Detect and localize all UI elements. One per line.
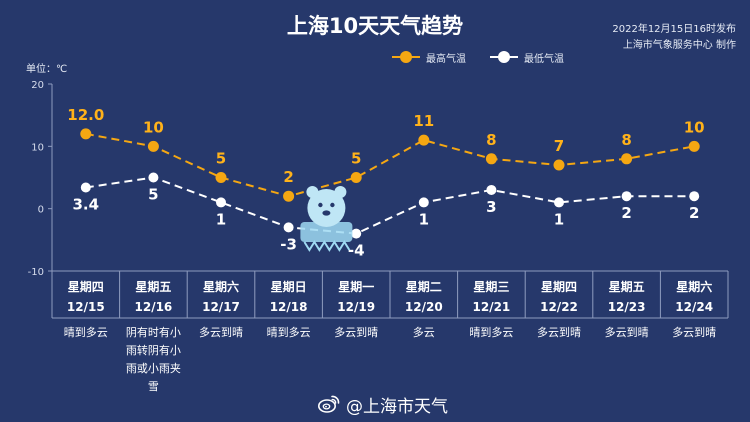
category-weather: 多云到晴 [672,325,716,339]
high-temp-point [283,190,295,202]
category-weekday: 星期二 [406,279,442,294]
category-date: 12/18 [270,300,308,314]
low-temp-point [486,184,497,195]
category-date: 12/19 [337,300,375,314]
category-weather: 晴到多云 [64,325,108,339]
weibo-icon [318,395,340,413]
low-temp-point [283,222,294,233]
ice-mascot-illustration [300,186,353,252]
low-temp-label: 2 [689,204,699,222]
category-weather: 晴到多云 [469,325,513,339]
low-temp-label: 1 [216,210,226,228]
category-weather: 雨或小雨夹 [126,362,181,375]
legend-swatch-high [392,51,420,63]
category-weekday: 星期五 [609,279,645,294]
high-temp-point [485,153,497,165]
publish-time: 2022年12月15日16时发布 [612,24,736,35]
legend-item-low: 最低气温 [490,50,564,65]
high-temp-label: 7 [554,137,564,155]
category-weekday: 星期日 [271,279,307,294]
legend-label-low: 最低气温 [524,53,564,65]
category-date: 12/22 [540,300,578,314]
low-temp-label: -4 [348,242,365,260]
low-temp-point [621,191,632,202]
y-tick-label: 20 [31,80,44,91]
low-temp-label: 3.4 [73,195,100,213]
publish-info: 2022年12月15日16时发布 上海市气象服务中心 制作 [536,22,736,54]
category-weekday: 星期六 [676,279,712,294]
high-temp-label: 10 [684,118,705,136]
category-weekday: 星期四 [68,279,104,294]
low-temp-point [418,197,429,208]
category-weather: 多云 [413,325,435,339]
y-tick-label: -10 [28,267,44,278]
legend-swatch-low [490,51,518,63]
category-date: 12/17 [202,300,240,314]
low-temp-label: 3 [486,198,496,216]
category-weekday: 星期一 [338,279,374,294]
y-tick-label: 0 [38,205,44,216]
high-temp-point [553,159,565,171]
high-temp-label: 2 [283,168,293,186]
high-temp-point [350,172,362,183]
category-weekday: 星期五 [135,279,171,294]
category-weather: 晴到多云 [267,325,311,339]
high-temp-label: 8 [621,131,631,149]
low-temp-line [85,176,695,235]
category-date: 12/21 [473,300,511,314]
low-temp-point [554,197,564,208]
low-temp-label: -3 [280,235,297,253]
category-weather: 多云到晴 [334,325,378,339]
category-weather: 阴有时有小 [126,325,181,339]
watermark: @上海市天气 [318,392,448,417]
low-temp-label: 1 [554,210,564,228]
high-temp-point [688,140,700,152]
category-date: 12/15 [67,300,105,314]
category-weather: 多云到晴 [537,325,581,339]
category-date: 12/23 [608,300,646,314]
high-temp-point [418,134,430,146]
high-temp-point [621,153,633,165]
high-temp-label: 10 [143,118,164,136]
low-temp-label: 2 [621,204,631,222]
category-weather: 雪 [148,380,159,393]
category-weekday: 星期四 [541,279,577,294]
low-temp-point [148,172,159,183]
chart-legend: 最高气温 最低气温 [392,48,588,66]
high-temp-point [80,128,92,140]
low-temp-point [216,197,226,208]
high-temp-line [85,132,695,198]
category-weather: 多云到晴 [605,325,649,339]
watermark-text: @上海市天气 [346,396,448,417]
legend-label-high: 最高气温 [426,53,466,65]
high-temp-label: 5 [216,150,226,168]
category-date: 12/20 [405,300,443,314]
publisher: 上海市气象服务中心 制作 [622,40,736,51]
high-temp-point [215,172,227,183]
category-weekday: 星期六 [203,279,239,294]
category-date: 12/24 [675,300,713,314]
high-temp-label: 5 [351,150,361,168]
category-weather: 雨转阴有小 [126,343,181,357]
unit-label: 单位：℃ [26,64,68,75]
high-temp-point [147,140,159,152]
category-date: 12/16 [135,300,173,314]
legend-item-high: 最高气温 [392,50,466,65]
high-temp-label: 11 [413,112,434,130]
low-temp-point [689,191,700,202]
low-temp-point [351,228,362,239]
low-temp-label: 1 [419,210,429,228]
high-temp-label: 8 [486,131,496,149]
y-tick-label: 10 [31,142,44,153]
high-temp-label: 12.0 [67,106,104,124]
low-temp-label: 5 [148,186,158,204]
low-temp-point [80,182,91,193]
page-title: 上海10天天气趋势 [286,14,464,38]
category-weather: 多云到晴 [199,325,243,339]
category-weekday: 星期三 [473,279,509,294]
